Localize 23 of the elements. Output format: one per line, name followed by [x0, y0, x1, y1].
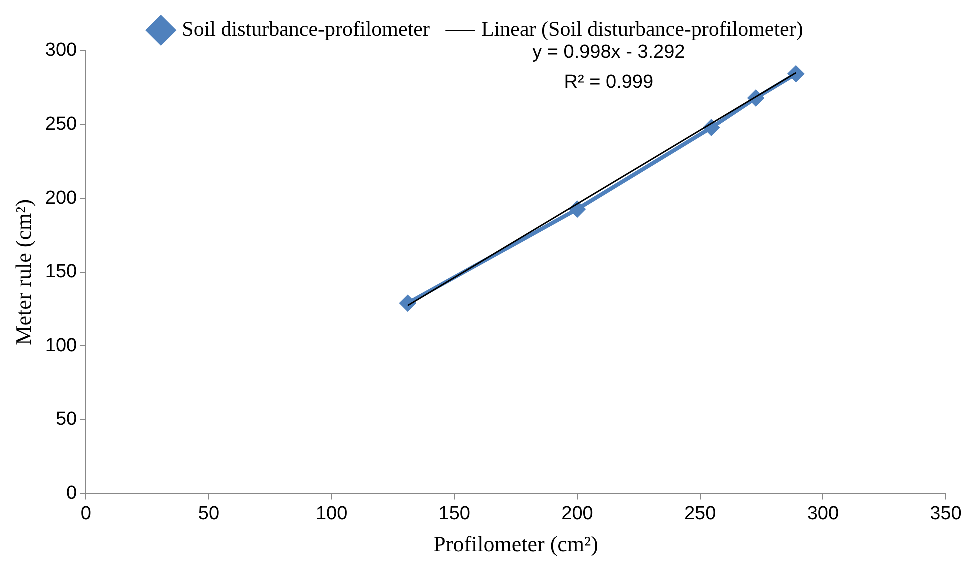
x-tick-label: 200 [562, 503, 594, 524]
y-axis-title: Meter rule (cm²) [10, 199, 36, 346]
x-tick-label: 300 [807, 503, 840, 524]
annotation: R² = 0.999 [564, 72, 654, 94]
x-tick-label: 250 [684, 503, 716, 524]
legend-label: Soil disturbance-profilometer [182, 17, 430, 42]
point [788, 66, 805, 83]
x-tick-label: 50 [198, 503, 220, 524]
x-tick-label: 350 [930, 503, 962, 524]
x-tick-label: 150 [438, 503, 470, 524]
y-tick-label: 250 [45, 114, 78, 136]
y-tick-label: 0 [66, 483, 78, 504]
point [399, 294, 416, 312]
y-tick-label: 100 [45, 335, 78, 356]
x-tick-label: 0 [80, 503, 92, 524]
y-tick-label: 50 [56, 409, 78, 430]
legend-label: Linear (Soil disturbance-profilometer) [481, 17, 804, 42]
annotation: y = 0.998x - 3.292 [532, 42, 686, 64]
y-tick-label: 150 [45, 262, 78, 283]
y-tick-label: 200 [45, 188, 78, 209]
x-tick-label: 100 [316, 503, 348, 524]
y-tick-label: 300 [45, 40, 78, 62]
x-axis-title: Profilometer (cm²) [434, 532, 598, 557]
